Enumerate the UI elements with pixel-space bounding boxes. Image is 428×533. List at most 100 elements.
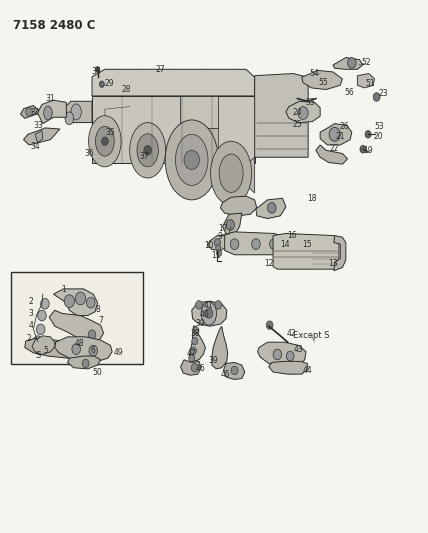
Text: 49: 49 — [114, 349, 124, 357]
Ellipse shape — [191, 364, 198, 372]
Ellipse shape — [266, 321, 273, 329]
Ellipse shape — [221, 70, 246, 92]
Text: 21: 21 — [336, 133, 345, 141]
Text: 34: 34 — [30, 142, 40, 150]
Text: 25: 25 — [293, 120, 302, 129]
Text: 5: 5 — [44, 346, 49, 354]
Text: 36: 36 — [84, 149, 94, 158]
Text: 19: 19 — [363, 146, 373, 155]
Text: 3: 3 — [28, 309, 33, 318]
Text: 1: 1 — [61, 286, 66, 294]
Polygon shape — [63, 101, 92, 123]
Ellipse shape — [273, 349, 282, 360]
Ellipse shape — [89, 116, 121, 167]
Ellipse shape — [86, 297, 95, 308]
Ellipse shape — [101, 70, 126, 92]
Text: 14: 14 — [280, 240, 289, 249]
Ellipse shape — [71, 104, 81, 120]
Ellipse shape — [214, 239, 220, 246]
Text: 13: 13 — [328, 260, 338, 268]
Polygon shape — [220, 196, 257, 216]
Ellipse shape — [189, 354, 195, 362]
Polygon shape — [193, 128, 218, 163]
Ellipse shape — [64, 295, 74, 308]
Polygon shape — [38, 100, 66, 124]
Text: 32: 32 — [30, 109, 40, 117]
Ellipse shape — [99, 81, 104, 87]
Ellipse shape — [89, 345, 98, 356]
Ellipse shape — [130, 123, 166, 178]
Text: 2: 2 — [27, 334, 32, 343]
Ellipse shape — [268, 203, 276, 213]
Polygon shape — [180, 96, 218, 128]
Text: 9: 9 — [218, 232, 223, 241]
Polygon shape — [316, 145, 348, 164]
Ellipse shape — [36, 324, 45, 335]
Text: 22: 22 — [329, 144, 339, 152]
Ellipse shape — [360, 146, 366, 153]
Ellipse shape — [101, 137, 108, 146]
Ellipse shape — [231, 366, 238, 375]
Text: 7: 7 — [98, 317, 103, 325]
Ellipse shape — [286, 351, 294, 361]
Polygon shape — [35, 131, 43, 143]
Polygon shape — [54, 289, 98, 316]
Ellipse shape — [44, 106, 52, 120]
Text: 53: 53 — [374, 123, 383, 131]
Ellipse shape — [175, 134, 208, 185]
Text: 48: 48 — [74, 340, 84, 348]
Polygon shape — [320, 124, 352, 145]
Polygon shape — [92, 69, 255, 96]
Text: 11: 11 — [211, 251, 221, 260]
Polygon shape — [269, 361, 308, 374]
Ellipse shape — [201, 302, 217, 325]
Ellipse shape — [190, 347, 196, 354]
Text: 42: 42 — [287, 329, 297, 337]
Polygon shape — [24, 128, 60, 145]
Ellipse shape — [365, 131, 371, 138]
Ellipse shape — [191, 70, 216, 92]
Text: 17: 17 — [218, 224, 227, 233]
Ellipse shape — [75, 292, 86, 305]
Text: 45: 45 — [221, 370, 231, 378]
Text: 27: 27 — [156, 66, 165, 74]
Polygon shape — [208, 236, 229, 251]
Polygon shape — [25, 338, 83, 358]
Ellipse shape — [211, 141, 252, 205]
Ellipse shape — [205, 309, 213, 318]
Text: 43: 43 — [294, 345, 303, 353]
Ellipse shape — [66, 346, 73, 355]
Ellipse shape — [65, 112, 74, 125]
Ellipse shape — [95, 126, 114, 156]
Text: 33: 33 — [34, 122, 43, 130]
Polygon shape — [55, 337, 112, 361]
Polygon shape — [32, 336, 55, 354]
Ellipse shape — [215, 301, 222, 309]
Polygon shape — [21, 106, 38, 118]
Text: 39: 39 — [196, 319, 205, 328]
Text: 44: 44 — [303, 366, 312, 375]
Polygon shape — [223, 213, 242, 236]
Polygon shape — [255, 74, 308, 157]
Ellipse shape — [196, 301, 202, 309]
Text: 6: 6 — [91, 346, 96, 354]
Polygon shape — [225, 232, 287, 255]
Ellipse shape — [137, 134, 158, 167]
Text: 26: 26 — [340, 123, 349, 131]
Text: 4: 4 — [28, 321, 33, 329]
Text: 54: 54 — [310, 69, 319, 78]
Ellipse shape — [192, 337, 198, 345]
Ellipse shape — [95, 67, 100, 72]
Text: 28: 28 — [122, 85, 131, 94]
Polygon shape — [223, 362, 245, 379]
Ellipse shape — [298, 107, 308, 119]
Text: 55: 55 — [318, 78, 328, 87]
Text: 10: 10 — [204, 241, 214, 249]
Ellipse shape — [82, 359, 89, 368]
Text: 52: 52 — [361, 59, 371, 67]
Polygon shape — [333, 58, 363, 69]
Ellipse shape — [26, 108, 33, 116]
Text: 50: 50 — [93, 368, 102, 376]
Text: 39: 39 — [208, 357, 218, 365]
Polygon shape — [334, 236, 346, 271]
